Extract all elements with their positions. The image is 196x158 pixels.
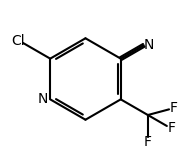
Text: N: N xyxy=(144,38,154,52)
Text: N: N xyxy=(37,92,48,106)
Text: F: F xyxy=(144,135,152,149)
Text: F: F xyxy=(167,122,175,136)
Text: Cl: Cl xyxy=(12,34,25,48)
Text: F: F xyxy=(170,101,178,115)
